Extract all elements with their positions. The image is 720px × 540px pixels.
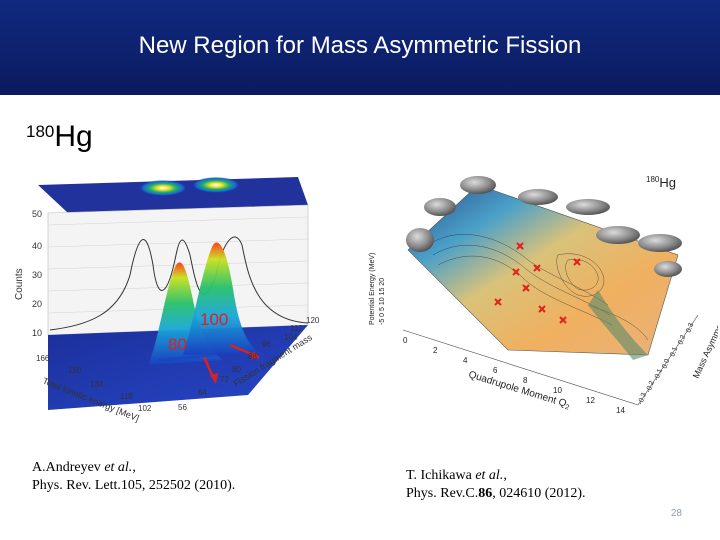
saddle-markers	[494, 242, 581, 324]
energy-axis-label: Potential Energy (MeV)	[369, 253, 376, 325]
mass-tick: 56	[178, 403, 187, 412]
mass-tick: 64	[198, 388, 207, 397]
projection-curve	[49, 236, 309, 331]
tke-tick: 118	[120, 392, 133, 401]
fragment-distribution-figure: 50 40 30 20 10 Counts 100 80 120 112 104…	[8, 165, 338, 430]
mass-tick: 96	[262, 340, 271, 349]
tke-tick: 150	[68, 366, 82, 375]
counts-tick: 50	[32, 209, 42, 219]
nuclear-shapes	[406, 176, 682, 277]
quad-tick: 0	[403, 336, 408, 345]
tke-tick: 134	[90, 380, 104, 389]
nuclear-shape-icon	[460, 176, 496, 194]
quad-tick: 8	[523, 376, 528, 385]
slide-title: New Region for Mass Asymmetric Fission	[138, 32, 582, 59]
reference-line-2: Phys. Rev. Lett.105, 252502 (2010).	[32, 478, 236, 493]
reference-ichikawa: T. Ichikawa et al., Phys. Rev.C.86, 0246…	[406, 467, 586, 503]
counts-tick: 20	[32, 299, 42, 309]
counts-axis: 50 40 30 20 10 Counts	[14, 209, 42, 338]
reference-line-1: A.Andreyev et al.,	[32, 460, 136, 475]
mass-tick: 104	[284, 333, 298, 342]
nuclear-shape-icon	[654, 261, 682, 277]
page-number: 28	[670, 508, 682, 519]
mass-tick: 112	[290, 324, 303, 333]
counts-tick: 40	[32, 241, 42, 251]
reference-line-2: Phys. Rev.C.86, 024610 (2012).	[406, 486, 586, 501]
asym-tick: -0.2	[645, 380, 656, 394]
nuclear-shape-icon	[638, 234, 682, 252]
asym-tick: -0.1	[653, 368, 664, 382]
counts-tick: 10	[32, 328, 42, 338]
projection-blob-1	[139, 180, 187, 196]
arrow-100	[229, 343, 257, 358]
peak-label-100: 100	[200, 310, 228, 329]
quad-tick: 4	[463, 356, 468, 365]
mass-tick: 72	[220, 375, 229, 384]
title-bar: New Region for Mass Asymmetric Fission	[0, 0, 720, 95]
asym-tick: 0.2	[677, 334, 687, 346]
asym-tick: 0.1	[669, 346, 679, 358]
nuclear-shape-icon	[406, 228, 434, 252]
quad-tick: 2	[433, 346, 438, 355]
asym-tick: -0.3	[637, 392, 648, 406]
potential-energy-figure: 180Hg Potential Energy (MeV) -5 0 5 10 1	[348, 165, 720, 430]
fission-valley	[588, 290, 648, 360]
nuclear-shape-icon	[424, 198, 456, 216]
fragment-distribution-plot: 50 40 30 20 10 Counts 100 80 120 112 104…	[14, 177, 320, 423]
isotope-symbol: Hg	[54, 120, 93, 153]
mass-tick: 80	[232, 365, 241, 374]
pes-isotope-label: 180Hg	[646, 175, 676, 190]
isotope-mass: 180	[26, 122, 55, 141]
potential-energy-plot: 180Hg Potential Energy (MeV) -5 0 5 10 1	[369, 175, 720, 415]
quad-tick: 10	[553, 386, 562, 395]
asym-axis-label: Mass Asymmetry	[691, 313, 718, 380]
asym-tick: 0.3	[685, 322, 695, 334]
peak-label-80: 80	[168, 335, 187, 354]
mass-tick: 88	[248, 352, 257, 361]
reference-andreyev: A.Andreyev et al., Phys. Rev. Lett.105, …	[32, 459, 235, 495]
asym-tick: 0.0	[661, 358, 671, 370]
reference-line-1: T. Ichikawa et al.,	[406, 468, 507, 483]
peak-surface-heavy	[183, 242, 260, 355]
counts-tick: 30	[32, 270, 42, 280]
mass-tick: 120	[306, 316, 320, 325]
counts-axis-label: Counts	[14, 268, 25, 300]
nuclear-shape-icon	[518, 189, 558, 205]
isotope-label: 180Hg	[26, 120, 93, 154]
quad-tick: 12	[586, 396, 595, 405]
energy-axis-ticks: -5 0 5 10 15 20	[379, 278, 386, 325]
energy-axis: Potential Energy (MeV) -5 0 5 10 15 20	[369, 253, 386, 325]
projection-blob-2	[192, 177, 240, 193]
quad-tick: 14	[616, 406, 625, 415]
tke-tick: 166	[36, 354, 50, 363]
quad-tick: 6	[493, 366, 498, 375]
nuclear-shape-icon	[596, 226, 640, 244]
nuclear-shape-icon	[566, 199, 610, 215]
tke-tick: 102	[138, 404, 152, 413]
